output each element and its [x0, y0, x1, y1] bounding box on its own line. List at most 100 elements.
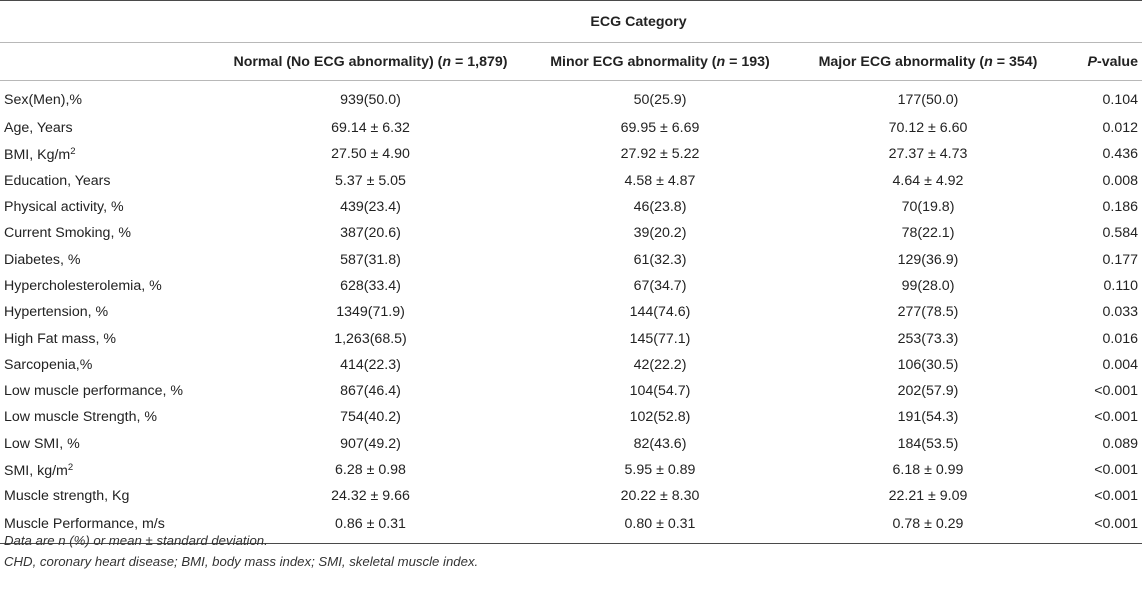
normal-value: 628(33.4) — [340, 277, 401, 294]
p-value: <0.001 — [1094, 462, 1138, 478]
row-label: Education, Years — [4, 172, 111, 189]
normal-value: 754(40.2) — [340, 409, 401, 426]
minor-value: 0.80 ± 0.31 — [624, 516, 696, 533]
table-row: High Fat mass, % 1,263(68.5) 145(77.1) 253(… — [0, 325, 1142, 351]
table-row: Low SMI, % 907(49.2) 82(43.6) 184(53.5) 0.08… — [0, 431, 1142, 457]
row-label: Low SMI, % — [4, 435, 80, 452]
p-value: 0.016 — [1102, 330, 1138, 347]
major-value: 177(50.0) — [897, 92, 959, 108]
minor-value: 102(52.8) — [629, 409, 691, 426]
major-value: 0.78 ± 0.29 — [892, 516, 964, 533]
normal-value: 907(49.2) — [340, 435, 401, 452]
table-row: Sex(Men),% 939(50.0) 50(25.9) 177(50.0) 0.10… — [0, 80, 1142, 116]
p-value: <0.001 — [1094, 409, 1138, 426]
p-value: 0.008 — [1102, 172, 1138, 189]
column-header-row: Normal (No ECG abnormality) (n = 1,879) … — [0, 42, 1142, 81]
minor-value: 42(22.2) — [633, 356, 687, 373]
ecg-category-table: ECG Category Normal (No ECG abnormality)… — [0, 0, 1142, 544]
row-label: BMI, Kg/m2 — [4, 145, 76, 163]
minor-value: 5.95 ± 0.89 — [624, 462, 696, 478]
minor-value: 4.58 ± 4.87 — [624, 172, 696, 189]
table-row: Low muscle Strength, % 754(40.2) 102(52.8)… — [0, 404, 1142, 430]
p-value: <0.001 — [1094, 488, 1138, 505]
table-row: BMI, Kg/m2 27.50 ± 4.90 27.92 ± 5.22 27.37 … — [0, 141, 1142, 167]
p-value: <0.001 — [1094, 516, 1138, 533]
empty-header-cell — [1069, 1, 1142, 43]
row-label: Sex(Men),% — [4, 92, 83, 108]
major-value: 277(78.5) — [897, 304, 959, 321]
row-label: Muscle Performance, m/s — [4, 516, 165, 533]
normal-value: 414(22.3) — [340, 356, 401, 373]
major-column-header: Major ECG abnormality (n = 354) — [818, 53, 1038, 70]
p-value: 0.089 — [1102, 435, 1138, 452]
minor-value: 39(20.2) — [633, 225, 687, 242]
row-label: Hypercholesterolemia, % — [4, 277, 162, 294]
normal-value: 587(31.8) — [340, 251, 401, 268]
table-row: Current Smoking, % 387(20.6) 39(20.2) 78(22… — [0, 220, 1142, 246]
minor-value: 82(43.6) — [633, 435, 687, 452]
minor-value: 67(34.7) — [633, 277, 687, 294]
minor-value: 69.95 ± 6.69 — [620, 120, 700, 137]
table-row: Muscle Performance, m/s 0.86 ± 0.31 0.80 ±… — [0, 509, 1142, 544]
row-label: Low muscle Strength, % — [4, 409, 157, 426]
row-label: Sarcopenia,% — [4, 356, 93, 373]
table-row: Physical activity, % 439(23.4) 46(23.8) 70(… — [0, 194, 1142, 220]
variable-column-header — [0, 43, 208, 81]
table-row: Sarcopenia,% 414(22.3) 42(22.2) 106(30.5) 0.… — [0, 352, 1142, 378]
row-label: Current Smoking, % — [4, 225, 131, 242]
row-label: Diabetes, % — [4, 251, 81, 268]
major-value: 6.18 ± 0.99 — [892, 462, 964, 478]
row-label: Low muscle performance, % — [4, 383, 183, 400]
normal-value: 6.28 ± 0.98 — [335, 462, 406, 478]
normal-value: 5.37 ± 5.05 — [335, 172, 406, 189]
row-label: Physical activity, % — [4, 199, 124, 216]
minor-value: 20.22 ± 8.30 — [620, 488, 700, 505]
major-value: 70(19.8) — [901, 199, 955, 216]
row-label: Muscle strength, Kg — [4, 488, 130, 505]
p-value: 0.110 — [1103, 277, 1138, 294]
normal-value: 939(50.0) — [340, 92, 401, 108]
major-value: 106(30.5) — [897, 356, 959, 373]
major-value: 78(22.1) — [901, 225, 955, 242]
major-value: 191(54.3) — [897, 409, 959, 426]
normal-value: 24.32 ± 9.66 — [331, 488, 410, 505]
major-value: 129(36.9) — [897, 251, 959, 268]
normal-value: 1349(71.9) — [336, 304, 405, 321]
table-row: Low muscle performance, % 867(46.4) 104(54… — [0, 378, 1142, 404]
major-value: 4.64 ± 4.92 — [892, 172, 964, 189]
major-value: 253(73.3) — [897, 330, 959, 347]
normal-value: 387(20.6) — [340, 225, 401, 242]
footnote-abbreviations: CHD, coronary heart disease; BMI, body m… — [4, 554, 479, 569]
major-value: 184(53.5) — [897, 435, 959, 452]
row-label: Age, Years — [4, 120, 73, 137]
minor-value: 27.92 ± 5.22 — [620, 146, 700, 163]
p-value: 0.033 — [1102, 304, 1138, 321]
row-label: Hypertension, % — [4, 304, 109, 321]
normal-value: 1,263(68.5) — [334, 330, 407, 347]
empty-corner — [0, 1, 208, 43]
p-value: 0.012 — [1102, 120, 1138, 137]
p-value-column-header: P-value — [1087, 53, 1138, 70]
p-value: 0.177 — [1102, 251, 1138, 268]
footnote-data-format: Data are n (%) or mean ± standard deviat… — [4, 533, 268, 548]
p-value: 0.584 — [1102, 225, 1138, 242]
major-value: 99(28.0) — [901, 277, 955, 294]
table-row: Education, Years 5.37 ± 5.05 4.58 ± 4.87 4.… — [0, 168, 1142, 194]
minor-value: 61(32.3) — [633, 251, 687, 268]
normal-value: 0.86 ± 0.31 — [335, 516, 406, 533]
normal-column-header: Normal (No ECG abnormality) (n = 1,879) — [233, 53, 508, 70]
table-footnotes: Data are n (%) or mean ± standard deviat… — [4, 530, 478, 572]
table-row: Age, Years 69.14 ± 6.32 69.95 ± 6.69 70.12 … — [0, 115, 1142, 141]
normal-value: 27.50 ± 4.90 — [331, 146, 410, 163]
minor-value: 144(74.6) — [629, 304, 691, 321]
table-body: Sex(Men),% 939(50.0) 50(25.9) 177(50.0) 0.10… — [0, 80, 1142, 544]
group-header-row: ECG Category — [0, 0, 1142, 43]
minor-value: 145(77.1) — [629, 330, 691, 347]
group-label: ECG Category — [590, 13, 687, 30]
major-value: 22.21 ± 9.09 — [888, 488, 968, 505]
p-value: 0.104 — [1102, 92, 1138, 108]
minor-value: 46(23.8) — [633, 199, 687, 216]
p-value: 0.186 — [1102, 199, 1138, 216]
minor-column-header: Minor ECG abnormality (n = 193) — [550, 53, 770, 70]
